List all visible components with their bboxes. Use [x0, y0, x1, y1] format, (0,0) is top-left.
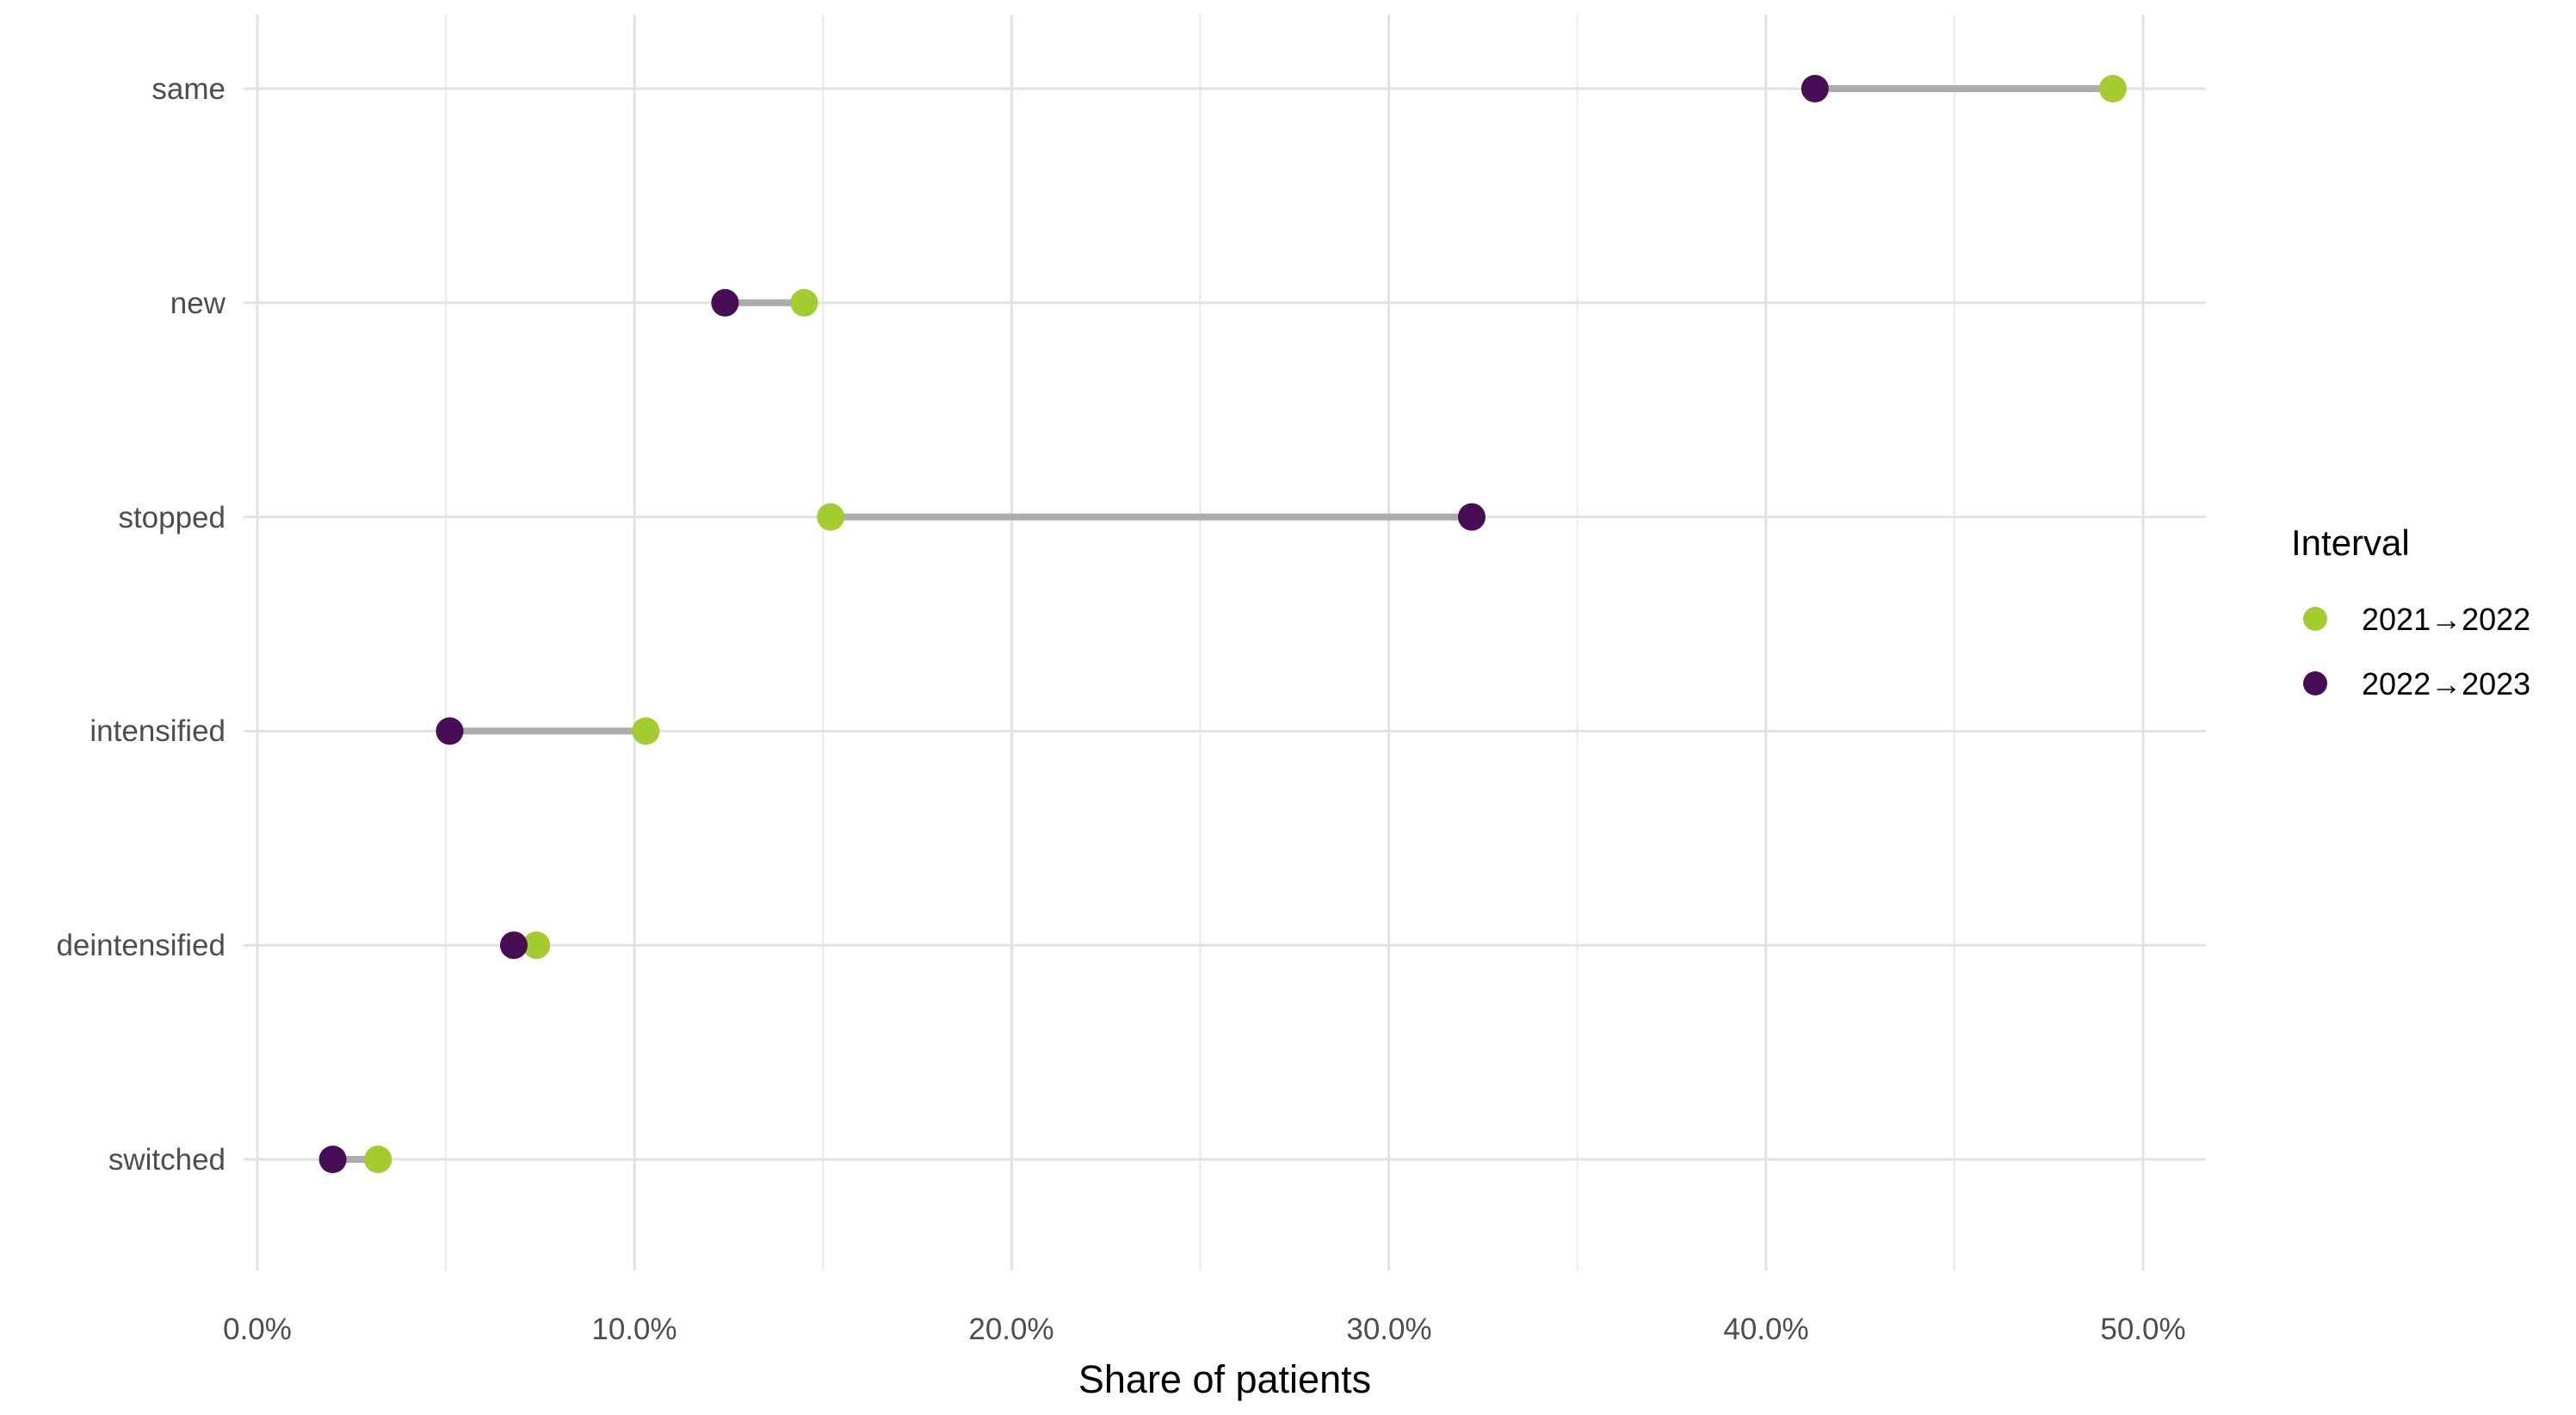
y-tick-label: stopped: [118, 501, 225, 534]
data-point-s1-intensified: [436, 717, 464, 745]
y-tick-label: new: [170, 287, 226, 320]
x-tick-label: 0.0%: [223, 1313, 292, 1346]
vertical-gridlines: [256, 15, 2145, 1270]
y-tick-label: deintensified: [56, 929, 225, 962]
y-tick-label: intensified: [90, 714, 225, 748]
y-axis-labels: same new stopped intensified deintensifi…: [56, 72, 225, 1177]
x-tick-label: 20.0%: [968, 1313, 1053, 1346]
x-axis-title: Share of patients: [1078, 1357, 1371, 1401]
data-point-s1-new: [711, 288, 739, 317]
data-point-s1-same: [1801, 75, 1829, 102]
data-point-s0-switched: [364, 1146, 392, 1173]
data-point-s0-new: [790, 288, 819, 317]
legend: Interval 2021→2022 2022→2023: [2291, 522, 2530, 701]
x-axis-labels: 0.0% 10.0% 20.0% 30.0% 40.0% 50.0%: [223, 1313, 2186, 1346]
legend-swatch-2022-2023: [2303, 671, 2327, 695]
data-point-s1-stopped: [1458, 503, 1486, 531]
dumbbell-layer: [318, 75, 2127, 1173]
data-point-s1-deintensified: [499, 931, 528, 960]
y-tick-label: same: [151, 72, 225, 106]
x-tick-label: 10.0%: [591, 1313, 676, 1346]
legend-swatch-2021-2022: [2303, 607, 2327, 631]
horizontal-gridlines: [244, 87, 2206, 1161]
data-point-s0-deintensified: [522, 931, 551, 960]
x-tick-label: 30.0%: [1346, 1313, 1431, 1346]
data-point-s0-same: [2098, 75, 2127, 102]
data-point-s0-stopped: [817, 503, 845, 531]
x-tick-label: 40.0%: [1723, 1313, 1808, 1346]
legend-title: Interval: [2291, 522, 2410, 563]
y-tick-label: switched: [108, 1143, 225, 1177]
legend-item-label: 2022→2023: [2362, 666, 2530, 701]
data-point-s1-switched: [318, 1146, 347, 1173]
x-tick-label: 50.0%: [2100, 1313, 2185, 1346]
legend-item-label: 2021→2022: [2362, 602, 2530, 637]
data-point-s0-intensified: [632, 717, 660, 745]
